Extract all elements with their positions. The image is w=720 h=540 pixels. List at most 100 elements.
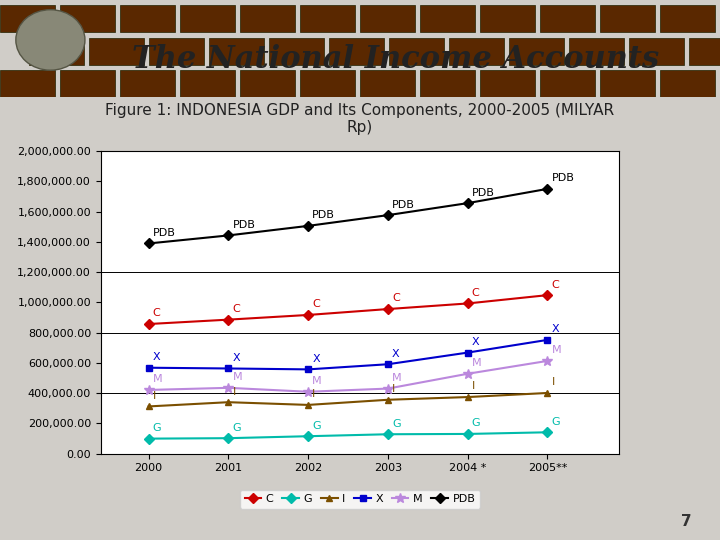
Text: C: C [392, 294, 400, 303]
G [304, 433, 312, 440]
C [464, 300, 472, 307]
M [224, 384, 233, 391]
Text: I: I [312, 389, 315, 400]
Bar [600, 70, 654, 97]
X [304, 366, 312, 373]
Text: X: X [392, 349, 400, 359]
Text: X: X [312, 354, 320, 364]
Bar [480, 5, 535, 32]
Bar [480, 70, 535, 97]
C [224, 316, 233, 323]
Line: X: X [145, 336, 551, 373]
Text: I: I [552, 377, 555, 387]
Bar [60, 70, 114, 97]
Text: G: G [153, 423, 161, 433]
Bar [689, 38, 720, 65]
Text: C: C [153, 308, 161, 319]
Bar [300, 5, 355, 32]
Bar [509, 38, 564, 65]
Text: PDB: PDB [233, 220, 256, 230]
I [224, 399, 233, 406]
Text: C: C [552, 280, 559, 289]
Line: G: G [145, 429, 551, 442]
Text: G: G [312, 421, 321, 431]
Bar [0, 5, 55, 32]
Text: PDB: PDB [392, 200, 415, 210]
G [464, 431, 472, 437]
Bar [629, 38, 683, 65]
Bar [540, 5, 595, 32]
Bar [540, 70, 595, 97]
Line: I: I [145, 389, 551, 410]
PDB [543, 186, 552, 192]
Text: G: G [392, 418, 401, 429]
Text: X: X [153, 352, 161, 362]
Bar [420, 70, 474, 97]
Text: X: X [552, 325, 559, 334]
Bar [180, 70, 235, 97]
C [304, 312, 312, 318]
Bar [209, 38, 264, 65]
X [224, 365, 233, 372]
Bar [120, 5, 175, 32]
Text: G: G [233, 423, 241, 433]
Bar [449, 38, 503, 65]
M [464, 370, 472, 377]
Text: M: M [392, 373, 402, 383]
Text: C: C [312, 299, 320, 309]
G [384, 431, 392, 437]
Bar [660, 5, 715, 32]
Text: M: M [552, 346, 561, 355]
Bar [180, 5, 235, 32]
Text: M: M [472, 358, 482, 368]
Legend: C, G, I, X, M, PDB: C, G, I, X, M, PDB [240, 490, 480, 509]
PDB [304, 222, 312, 229]
I [384, 396, 392, 403]
M [543, 357, 552, 364]
G [144, 435, 153, 442]
I [304, 402, 312, 408]
Bar [420, 5, 474, 32]
G [543, 429, 552, 436]
Bar [29, 38, 84, 65]
Text: Figure 1: INDONESIA GDP and Its Components, 2000-2005 (MILYAR
Rp): Figure 1: INDONESIA GDP and Its Componen… [105, 103, 615, 135]
Text: C: C [233, 304, 240, 314]
Text: G: G [472, 418, 480, 428]
Line: PDB: PDB [145, 185, 551, 247]
Bar [149, 38, 204, 65]
Bar [60, 5, 114, 32]
Bar [240, 70, 294, 97]
M [384, 386, 392, 392]
Bar [269, 38, 323, 65]
Bar [329, 38, 384, 65]
X [384, 361, 392, 368]
Text: PDB: PDB [552, 173, 575, 183]
C [144, 321, 153, 327]
PDB [224, 232, 233, 239]
X [144, 364, 153, 371]
Text: M: M [233, 372, 242, 382]
I [144, 403, 153, 410]
Text: M: M [312, 376, 322, 386]
PDB [384, 212, 392, 218]
Text: I: I [472, 381, 475, 391]
Text: G: G [552, 417, 560, 427]
Bar [660, 70, 715, 97]
Bar [240, 5, 294, 32]
Text: PDB: PDB [312, 210, 336, 220]
Text: PDB: PDB [472, 187, 495, 198]
PDB [144, 240, 153, 247]
I [464, 394, 472, 400]
PDB [464, 200, 472, 206]
Bar [360, 5, 415, 32]
Line: C: C [145, 292, 551, 327]
Text: 7: 7 [680, 514, 691, 529]
C [543, 292, 552, 299]
M [144, 387, 153, 393]
Bar [300, 70, 355, 97]
Bar [389, 38, 444, 65]
Text: C: C [472, 288, 480, 298]
M [304, 388, 312, 395]
Line: M: M [144, 356, 552, 396]
Text: I: I [233, 387, 236, 397]
